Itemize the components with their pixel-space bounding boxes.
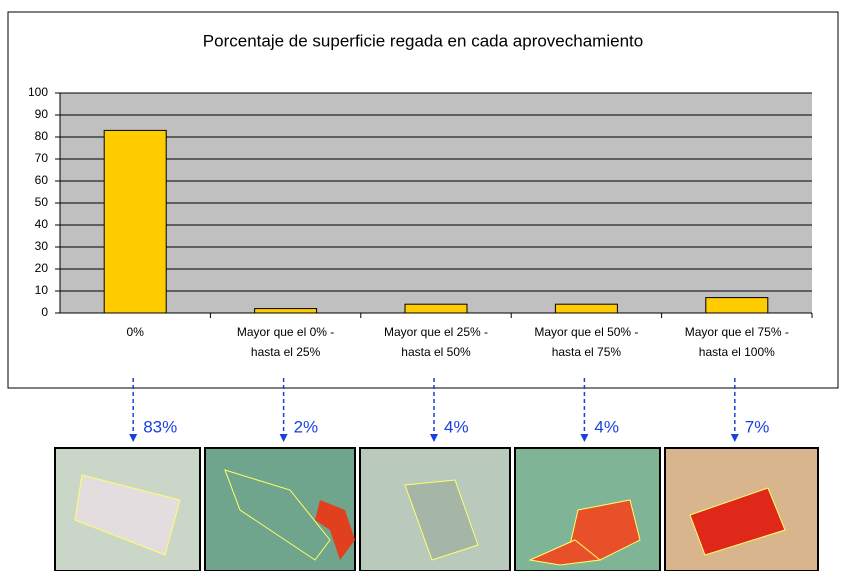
y-tick-label: 50 — [35, 195, 49, 209]
arrow-head — [430, 434, 438, 442]
y-tick-label: 100 — [28, 85, 48, 99]
bar — [555, 304, 617, 313]
page: {"chart_data": {"type": "bar", "title": … — [0, 0, 845, 571]
bar — [104, 130, 166, 313]
y-tick-label: 30 — [35, 239, 49, 253]
arrow-head — [731, 434, 739, 442]
x-tick-label: 0% — [60, 322, 210, 342]
value-label: 7% — [745, 417, 770, 436]
x-tick-label: Mayor que el 0% - hasta el 25% — [211, 322, 361, 362]
y-tick-label: 70 — [35, 151, 49, 165]
chart: Porcentaje de superficie regada en cada … — [0, 0, 845, 571]
bar — [255, 309, 317, 313]
bar — [405, 304, 467, 313]
y-tick-label: 10 — [35, 283, 49, 297]
bar — [706, 298, 768, 313]
x-tick-label: Mayor que el 50% - hasta el 75% — [511, 322, 661, 362]
y-tick-label: 80 — [35, 129, 49, 143]
chart-title: Porcentaje de superficie regada en cada … — [203, 31, 643, 50]
y-tick-label: 20 — [35, 261, 49, 275]
thumbnails — [55, 448, 818, 571]
arrow-head — [129, 434, 137, 442]
x-tick-label: Mayor que el 75% - hasta el 100% — [662, 322, 812, 362]
x-tick-label: Mayor que el 25% - hasta el 50% — [361, 322, 511, 362]
y-tick-label: 60 — [35, 173, 49, 187]
y-tick-label: 90 — [35, 107, 49, 121]
value-label: 4% — [444, 417, 469, 436]
value-label: 83% — [143, 417, 177, 436]
arrow-head — [580, 434, 588, 442]
y-tick-label: 40 — [35, 217, 49, 231]
arrow-head — [280, 434, 288, 442]
y-tick-label: 0 — [41, 305, 48, 319]
value-label: 4% — [594, 417, 619, 436]
value-label: 2% — [294, 417, 319, 436]
